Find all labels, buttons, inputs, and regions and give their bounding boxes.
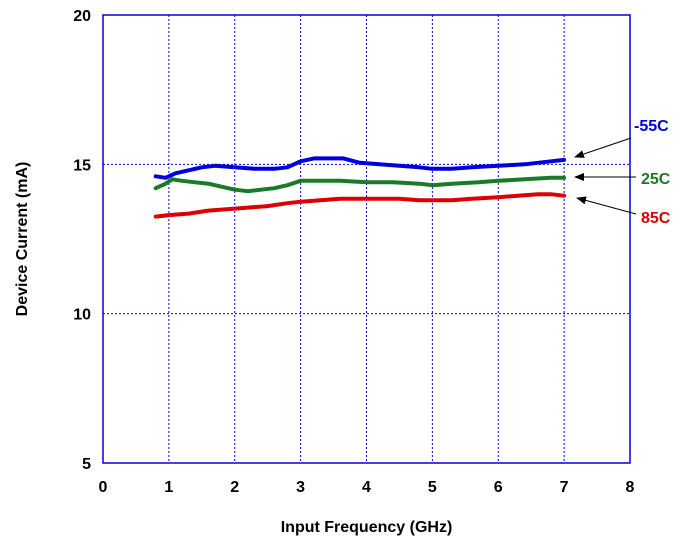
grid-lines: [103, 15, 630, 463]
series-line: [153, 156, 567, 180]
y-tick-label: 15: [73, 157, 91, 174]
series-label: 25C: [641, 171, 671, 188]
y-tick-label: 5: [82, 456, 91, 473]
x-tick-label: 5: [428, 479, 437, 496]
x-tick-labels: 0 1 2 3 4 5 6 7 8: [99, 479, 635, 496]
x-tick-label: 1: [164, 479, 173, 496]
x-tick-label: 4: [362, 479, 371, 496]
annotation-arrow: [574, 137, 632, 158]
series-label: -55C: [634, 118, 669, 135]
x-tick-label: 0: [99, 479, 108, 496]
series-label: 85C: [641, 210, 671, 227]
annotation-arrow: [576, 196, 637, 215]
series-line: [153, 192, 567, 219]
y-tick-labels: 5 10 15 20: [73, 8, 91, 473]
x-tick-label: 8: [626, 479, 635, 496]
x-tick-label: 2: [230, 479, 239, 496]
plot-frame: [102, 14, 631, 464]
series-annotations: -55C 25C 85C: [574, 118, 671, 227]
x-tick-label: 7: [560, 479, 569, 496]
series-lines: [153, 156, 567, 219]
y-tick-label: 20: [73, 8, 91, 25]
x-tick-label: 6: [494, 479, 503, 496]
x-axis-label: Input Frequency (GHz): [281, 519, 453, 536]
x-tick-label: 3: [296, 479, 305, 496]
y-tick-label: 10: [73, 307, 91, 324]
y-axis-label: Device Current (mA): [14, 162, 31, 317]
series-line: [153, 175, 567, 194]
